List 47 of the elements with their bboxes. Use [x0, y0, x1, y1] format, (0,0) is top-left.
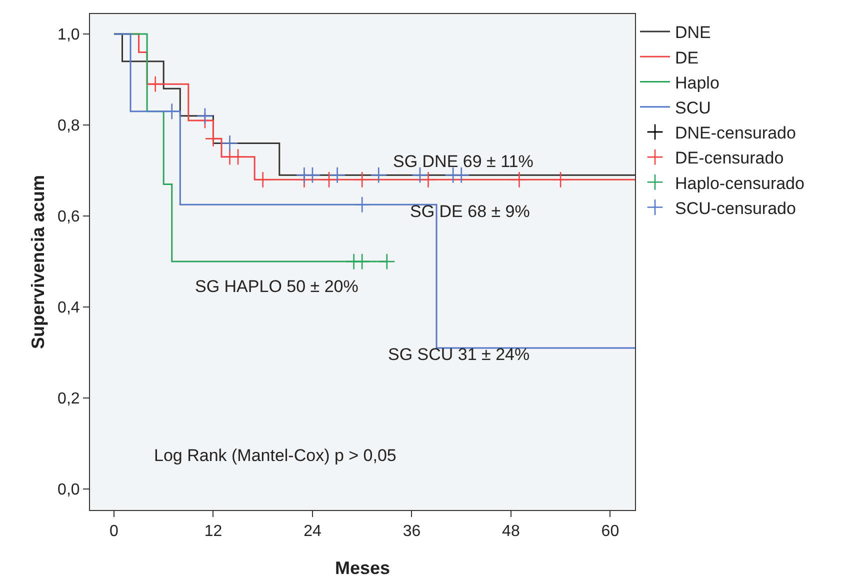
- point: [320, 171, 338, 188]
- y-axis-title: Supervivencia acum: [28, 174, 48, 350]
- annotation: Log Rank (Mantel-Cox) p > 0,05: [154, 446, 396, 465]
- point: [254, 171, 272, 188]
- point: [204, 130, 222, 148]
- point: [510, 171, 528, 188]
- point: [420, 171, 437, 188]
- annotation: SG DE 68 ± 9%: [410, 202, 530, 221]
- point: [370, 166, 387, 184]
- y-tick-label: 0,2: [58, 390, 80, 408]
- y-tick-label: 0,8: [58, 118, 80, 135]
- x-tick-label: 48: [502, 523, 520, 540]
- point: [221, 134, 238, 152]
- legend-label: Haplo-censurado: [675, 174, 804, 193]
- annotation: SG HAPLO 50 ± 20%: [195, 277, 358, 296]
- y-tick-label: 0,0: [58, 482, 80, 499]
- point: [412, 166, 428, 184]
- point: [378, 253, 396, 270]
- point: [452, 166, 470, 184]
- x-tick-label: 36: [402, 523, 421, 540]
- x-tick-label: 0: [110, 523, 119, 540]
- point: [146, 76, 164, 92]
- y-tick-label: 0,6: [58, 208, 80, 226]
- point: [354, 253, 370, 270]
- legend-label: DNE: [675, 23, 711, 42]
- point: [354, 196, 370, 214]
- legend-label: DNE-censurado: [675, 124, 796, 143]
- point: [328, 166, 346, 184]
- point: [196, 108, 214, 124]
- point: [354, 171, 370, 188]
- y-tick-label: 0,4: [58, 300, 80, 317]
- point: [230, 148, 246, 166]
- point: [164, 103, 180, 120]
- y-tick-label: 1,0: [58, 26, 80, 44]
- legend-label: DE-censurado: [675, 148, 784, 168]
- x-tick-label: 12: [204, 523, 222, 540]
- point: [552, 171, 569, 188]
- legend-label: SCU: [675, 98, 711, 118]
- x-tick-label: 60: [601, 523, 620, 540]
- point: [304, 166, 321, 184]
- legend-label: Haplo: [675, 73, 720, 92]
- annotation: SG SCU 31 ± 24%: [388, 345, 530, 364]
- legend-label: SCU-censurado: [675, 198, 796, 218]
- x-tick-label: 24: [304, 523, 322, 540]
- x-axis-title: Meses: [334, 558, 390, 578]
- annotation: SG DNE 69 ± 11%: [393, 152, 534, 171]
- legend-label: DE: [675, 48, 699, 68]
